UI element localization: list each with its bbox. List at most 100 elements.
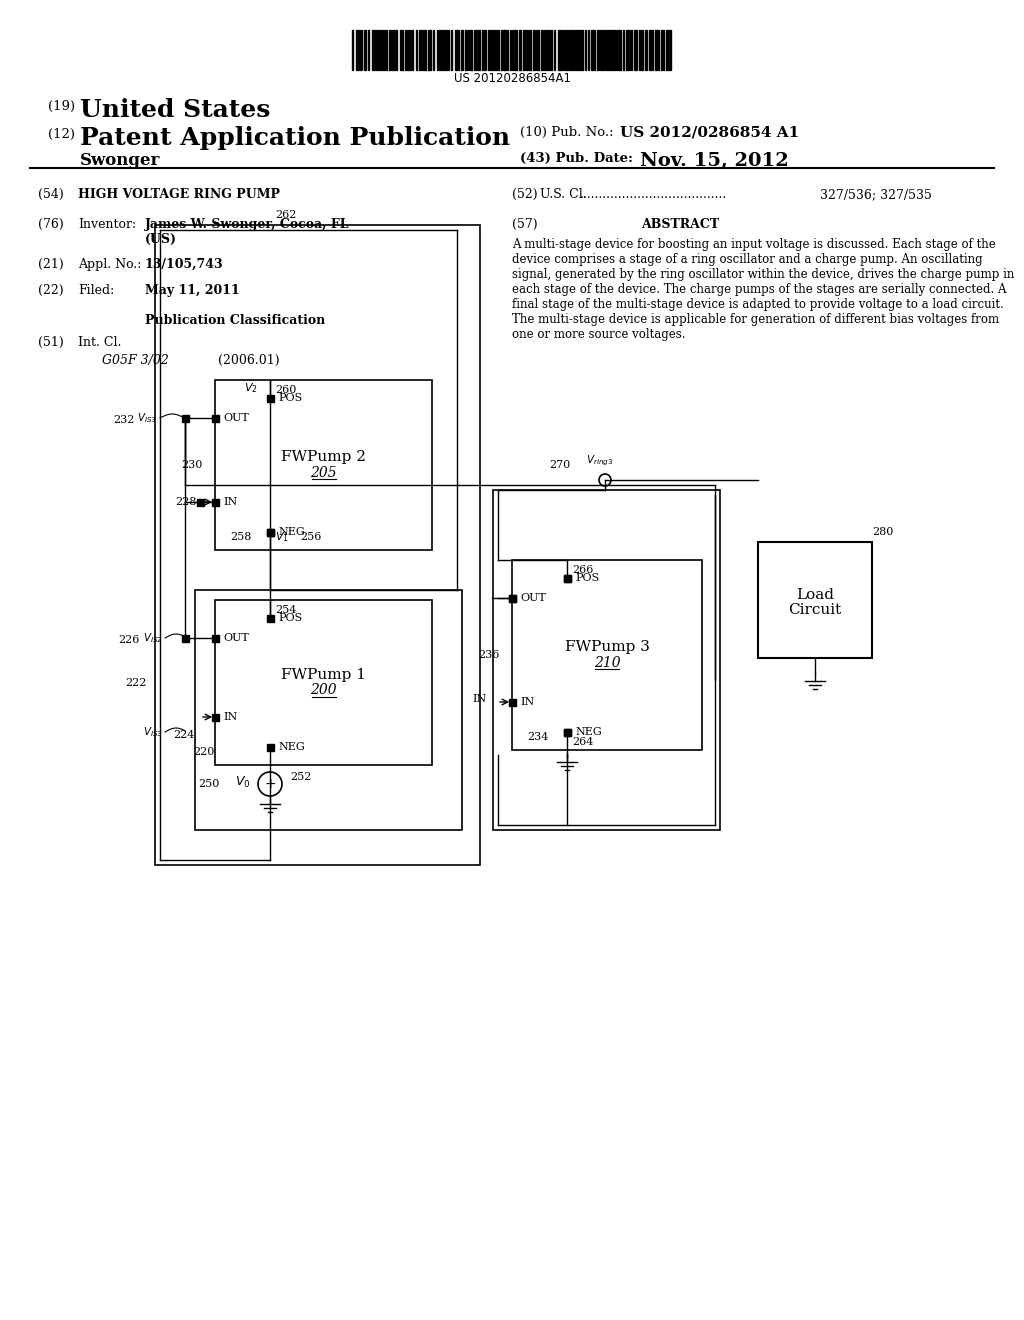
Bar bbox=[649, 30, 651, 70]
Bar bbox=[465, 30, 467, 70]
Text: ......................................: ...................................... bbox=[580, 187, 727, 201]
Text: James W. Swonger, Cocoa, FL: James W. Swonger, Cocoa, FL bbox=[145, 218, 349, 231]
Bar bbox=[490, 30, 493, 70]
Text: Inventor:: Inventor: bbox=[78, 218, 136, 231]
Text: HIGH VOLTAGE RING PUMP: HIGH VOLTAGE RING PUMP bbox=[78, 187, 280, 201]
Text: $V_{IS3}$: $V_{IS3}$ bbox=[143, 725, 163, 739]
Text: FWPump 1: FWPump 1 bbox=[281, 668, 366, 681]
Text: Load: Load bbox=[796, 587, 834, 602]
Bar bbox=[443, 30, 445, 70]
Bar bbox=[509, 594, 515, 602]
Bar bbox=[181, 414, 188, 421]
Text: +: + bbox=[264, 777, 275, 791]
Bar bbox=[503, 30, 506, 70]
Bar bbox=[645, 30, 647, 70]
Bar bbox=[558, 30, 561, 70]
Text: 234: 234 bbox=[527, 733, 549, 742]
Text: 254: 254 bbox=[275, 605, 296, 615]
Bar bbox=[523, 30, 525, 70]
Bar bbox=[537, 30, 539, 70]
Text: Appl. No.:: Appl. No.: bbox=[78, 257, 141, 271]
Text: 266: 266 bbox=[572, 565, 593, 576]
Text: 230: 230 bbox=[181, 459, 203, 470]
Text: Publication Classification: Publication Classification bbox=[145, 314, 326, 327]
Bar bbox=[488, 30, 490, 70]
Text: 220: 220 bbox=[194, 747, 215, 756]
Text: OUT: OUT bbox=[223, 413, 249, 422]
Bar bbox=[563, 574, 570, 582]
Text: IN: IN bbox=[223, 711, 238, 722]
Bar bbox=[509, 594, 515, 602]
Bar bbox=[626, 30, 628, 70]
Text: $V_{IS2}$: $V_{IS2}$ bbox=[143, 631, 163, 645]
Text: (US): (US) bbox=[145, 234, 177, 246]
Text: (19): (19) bbox=[48, 100, 75, 114]
Bar bbox=[609, 30, 611, 70]
Text: 250: 250 bbox=[199, 779, 220, 789]
Text: (52): (52) bbox=[512, 187, 538, 201]
Text: Swonger: Swonger bbox=[80, 152, 161, 169]
Bar bbox=[526, 30, 528, 70]
Text: ABSTRACT: ABSTRACT bbox=[641, 218, 719, 231]
Bar bbox=[195, 590, 462, 830]
Text: 222: 222 bbox=[126, 677, 147, 688]
Text: IN: IN bbox=[223, 498, 238, 507]
Bar bbox=[407, 30, 409, 70]
Text: (21): (21) bbox=[38, 257, 63, 271]
Text: G05F 3/02: G05F 3/02 bbox=[102, 354, 169, 367]
Bar bbox=[512, 560, 702, 750]
Text: (51): (51) bbox=[38, 337, 63, 348]
Text: 236: 236 bbox=[478, 649, 500, 660]
Text: 226: 226 bbox=[119, 635, 140, 645]
Text: 260: 260 bbox=[275, 385, 296, 395]
Bar bbox=[666, 30, 668, 70]
Bar bbox=[618, 30, 621, 70]
Bar bbox=[514, 30, 517, 70]
Bar bbox=[563, 574, 570, 582]
Bar bbox=[212, 714, 218, 721]
Bar bbox=[493, 490, 720, 830]
Text: (54): (54) bbox=[38, 187, 63, 201]
Bar bbox=[591, 30, 593, 70]
Bar bbox=[212, 414, 218, 421]
Text: Filed:: Filed: bbox=[78, 284, 115, 297]
Bar bbox=[529, 30, 531, 70]
Text: 228: 228 bbox=[176, 498, 197, 507]
Text: $V_1$: $V_1$ bbox=[275, 531, 289, 544]
Bar bbox=[563, 729, 570, 735]
Bar bbox=[461, 30, 463, 70]
Bar bbox=[266, 528, 273, 536]
Text: 258: 258 bbox=[230, 532, 252, 543]
Text: (2006.01): (2006.01) bbox=[218, 354, 280, 367]
Bar bbox=[393, 30, 395, 70]
Bar bbox=[266, 743, 273, 751]
Text: (57): (57) bbox=[512, 218, 538, 231]
Text: $V_{IS3}$: $V_{IS3}$ bbox=[137, 411, 157, 425]
Text: A multi-stage device for boosting an input voltage is discussed. Each stage of t: A multi-stage device for boosting an inp… bbox=[512, 238, 1015, 341]
Bar bbox=[215, 601, 432, 766]
Text: 224: 224 bbox=[174, 730, 195, 741]
Bar bbox=[381, 30, 383, 70]
Text: (12): (12) bbox=[48, 128, 75, 141]
Text: NEG: NEG bbox=[278, 742, 305, 752]
Text: IN: IN bbox=[520, 697, 535, 708]
Text: 200: 200 bbox=[310, 684, 337, 697]
Text: FWPump 2: FWPump 2 bbox=[281, 450, 366, 465]
Bar bbox=[566, 30, 568, 70]
Text: NEG: NEG bbox=[575, 727, 602, 737]
Bar bbox=[581, 30, 583, 70]
Text: May 11, 2011: May 11, 2011 bbox=[145, 284, 240, 297]
Text: Circuit: Circuit bbox=[788, 603, 842, 616]
Bar bbox=[212, 499, 218, 506]
Text: 205: 205 bbox=[310, 466, 337, 480]
Bar bbox=[181, 635, 188, 642]
Text: Nov. 15, 2012: Nov. 15, 2012 bbox=[640, 152, 788, 170]
Text: 256: 256 bbox=[300, 532, 322, 543]
Text: NEG: NEG bbox=[278, 527, 305, 537]
Text: OUT: OUT bbox=[520, 593, 546, 603]
Bar bbox=[612, 30, 615, 70]
Bar bbox=[470, 30, 472, 70]
Bar bbox=[655, 30, 657, 70]
Bar bbox=[364, 30, 366, 70]
Text: $V_{ring3}$: $V_{ring3}$ bbox=[587, 454, 613, 469]
